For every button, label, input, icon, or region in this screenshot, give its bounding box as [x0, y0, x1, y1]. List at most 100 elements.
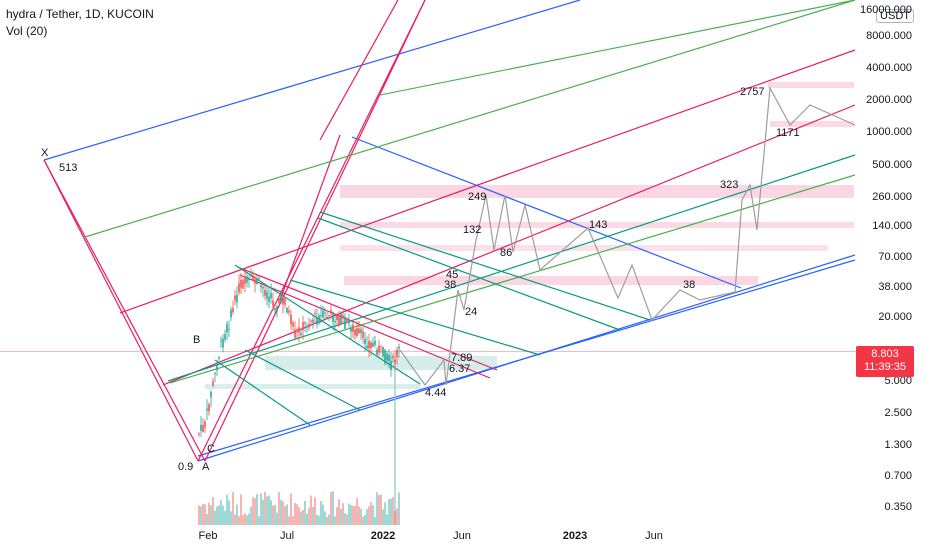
candle-body	[384, 349, 386, 364]
candle-body	[390, 361, 392, 371]
trend-line	[43, 0, 581, 161]
chart-annotation: 249	[468, 191, 487, 203]
volume-bar	[210, 505, 212, 525]
volume-bar	[380, 494, 382, 525]
volume-bar	[326, 516, 328, 525]
candle-body	[250, 274, 252, 277]
pattern-line	[279, 134, 341, 301]
volume-bar	[324, 511, 326, 525]
candle-body	[224, 334, 226, 340]
fan-line	[167, 154, 856, 382]
candle-body	[300, 333, 302, 336]
candle-body	[238, 283, 240, 293]
candle-body	[252, 275, 254, 281]
candle-body	[278, 298, 280, 304]
candle-body	[246, 276, 248, 283]
volume-bar	[392, 497, 394, 525]
volume-bar	[258, 516, 260, 525]
fan-line	[319, 211, 651, 321]
volume-bar	[368, 506, 370, 525]
volume-bar	[338, 499, 340, 525]
volume-bar	[360, 508, 362, 525]
volume-bar	[232, 492, 234, 525]
volume-bar	[244, 513, 246, 525]
volume-bar	[348, 503, 350, 525]
volume-bar	[268, 495, 270, 525]
price-axis[interactable]: USDT 16000.000 8000.000 4000.000 2000.000 10…	[856, 0, 932, 550]
volume-bar	[286, 504, 288, 525]
candle-body	[310, 320, 312, 322]
volume-bar	[266, 496, 268, 525]
candle-body	[268, 296, 270, 302]
candle-body	[202, 424, 204, 432]
price-axis-label: 16000.000	[860, 4, 912, 16]
chart-annotation: A	[202, 461, 210, 473]
volume-bar	[322, 504, 324, 525]
candle-body	[286, 307, 288, 313]
candle-body	[218, 357, 220, 359]
candle-body	[232, 308, 234, 313]
demand-zone	[205, 384, 420, 389]
volume-bar	[284, 506, 286, 525]
currency-unit-badge[interactable]: USDT	[876, 9, 914, 23]
volume-indicator-label[interactable]: Vol (20)	[6, 24, 48, 38]
chart-annotation: 323	[720, 179, 739, 191]
volume-bar	[208, 502, 210, 525]
candle-body	[392, 356, 394, 358]
volume-bar	[290, 493, 292, 525]
volume-bar	[386, 514, 388, 525]
volume-bar	[262, 499, 264, 525]
supply-zone	[340, 222, 854, 228]
chart-annotation: 0.9	[178, 461, 194, 473]
price-axis-label: 0.350	[884, 501, 912, 513]
bar-countdown: 11:39:35	[863, 361, 906, 373]
candle-body	[206, 408, 208, 411]
candle-body	[334, 321, 336, 323]
volume-bar	[334, 516, 336, 525]
volume-bar	[220, 500, 222, 525]
fan-line	[289, 279, 541, 356]
candle-body	[352, 324, 354, 332]
chart-annotation: 132	[463, 224, 482, 236]
candle-body	[240, 279, 242, 288]
time-axis-label: Jun	[645, 530, 663, 542]
volume-bar	[222, 505, 224, 525]
candle-body	[382, 346, 384, 356]
volume-bar	[206, 513, 208, 525]
volume-bar	[378, 495, 380, 525]
fan-line	[214, 359, 311, 426]
volume-bar	[238, 516, 240, 525]
volume-bar	[374, 516, 376, 525]
volume-bar	[228, 500, 230, 525]
price-axis-label: 1000.000	[866, 126, 912, 138]
candle-body	[220, 340, 222, 342]
price-axis-label: 140.000	[872, 220, 912, 232]
candle-body	[320, 315, 322, 317]
volume-bar	[390, 498, 392, 525]
volume-bar	[318, 515, 320, 525]
volume-bar	[384, 502, 386, 525]
pattern-line	[43, 159, 199, 462]
chart-annotation: 38	[444, 279, 457, 291]
pattern-line	[197, 0, 426, 462]
volume-bar	[314, 497, 316, 525]
candle-body	[318, 315, 320, 324]
volume-bar	[252, 497, 254, 525]
chart-annotation: 86	[500, 247, 513, 259]
candle-body	[314, 312, 316, 314]
volume-bar	[376, 492, 378, 525]
volume-bar	[316, 514, 318, 525]
price-axis-label: 2.500	[884, 407, 912, 419]
volume-bar	[292, 516, 294, 525]
candle-body	[348, 321, 350, 324]
supply-zone	[340, 185, 854, 198]
candle-body	[242, 280, 244, 289]
candle-body	[280, 295, 282, 303]
candle-body	[388, 354, 390, 362]
volume-bar	[372, 505, 374, 525]
candle-body	[266, 291, 268, 299]
symbol-title[interactable]: hydra / Tether, 1D, KUCOIN	[6, 7, 154, 21]
supply-zone	[770, 121, 854, 127]
